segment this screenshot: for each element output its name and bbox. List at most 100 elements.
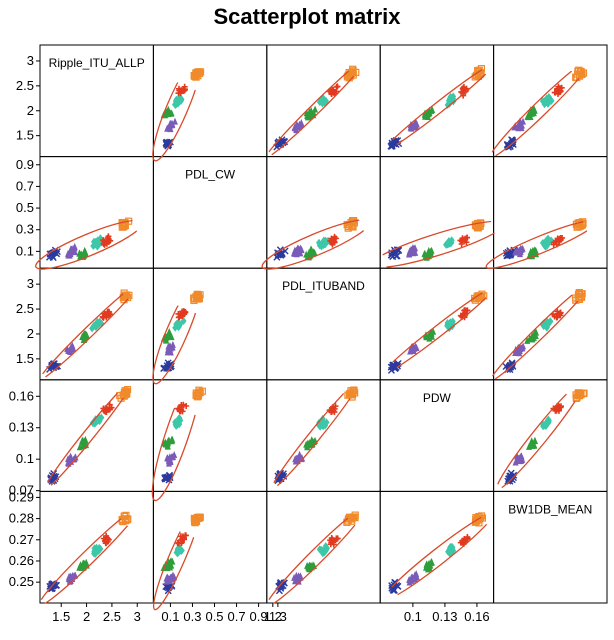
data-point <box>278 582 286 590</box>
data-point <box>577 292 585 301</box>
data-point <box>459 537 466 544</box>
data-point <box>298 118 305 126</box>
data-point <box>529 441 536 449</box>
data-point <box>425 565 432 573</box>
data-point <box>81 246 88 254</box>
data-point <box>532 246 539 254</box>
data-point <box>94 318 101 327</box>
data-point <box>311 249 318 257</box>
data-point <box>458 240 465 247</box>
data-point <box>169 120 176 128</box>
x-tick-label: 0.3 <box>183 609 201 624</box>
data-point <box>457 237 464 244</box>
x-tick-label: 0.13 <box>432 609 457 624</box>
data-point <box>192 73 200 81</box>
data-point <box>176 87 183 94</box>
x-tick-label: 2.5 <box>103 609 121 624</box>
data-point <box>518 452 525 460</box>
data-point <box>555 238 562 245</box>
data-point <box>328 239 335 246</box>
y-tick-label: 1.5 <box>16 351 34 366</box>
data-point <box>323 418 330 427</box>
x-tick-label: 0.1 <box>161 609 179 624</box>
data-point <box>164 454 171 462</box>
data-point <box>541 96 548 105</box>
data-point <box>552 406 559 413</box>
x-tick-label: 3 <box>134 609 141 624</box>
x-tick-label: 0.7 <box>228 609 246 624</box>
data-point <box>319 414 326 423</box>
data-point <box>421 109 428 117</box>
x-tick-label: 1.2 <box>264 609 282 624</box>
data-point <box>557 85 563 92</box>
y-tick-label: 0.1 <box>16 451 34 466</box>
data-point <box>192 391 200 399</box>
y-tick-label: 0.26 <box>9 553 34 568</box>
variable-label: PDW <box>423 391 452 405</box>
data-point <box>512 348 519 356</box>
data-point <box>177 416 184 425</box>
data-point <box>70 247 77 255</box>
data-point <box>520 342 527 350</box>
data-point <box>551 313 558 320</box>
data-point <box>166 471 174 479</box>
data-point <box>192 69 201 77</box>
data-point <box>462 236 469 243</box>
x-tick-label: 0.5 <box>205 609 223 624</box>
data-point <box>317 422 324 431</box>
confidence-ellipse <box>152 516 203 611</box>
data-point <box>121 387 129 395</box>
y-tick-label: 0.16 <box>9 388 34 403</box>
data-point <box>514 344 521 352</box>
data-point <box>506 251 514 259</box>
data-point <box>446 239 453 248</box>
data-point <box>518 121 525 129</box>
data-point <box>577 68 585 76</box>
data-point <box>120 223 128 231</box>
y-tick-label: 3 <box>27 276 34 291</box>
y-tick-label: 0.7 <box>16 178 34 193</box>
data-point <box>306 108 313 116</box>
data-point <box>71 242 78 250</box>
data-point <box>474 223 482 231</box>
data-point <box>169 571 176 579</box>
y-tick-label: 2.5 <box>16 78 34 93</box>
data-point <box>82 331 89 339</box>
data-point <box>65 251 72 259</box>
data-point <box>292 124 299 132</box>
data-point <box>304 113 311 121</box>
data-point <box>552 89 559 96</box>
data-point <box>77 561 84 569</box>
data-point <box>529 109 536 117</box>
data-point <box>68 344 75 352</box>
data-point <box>168 109 175 117</box>
data-point <box>166 345 173 353</box>
y-tick-label: 0.9 <box>16 157 34 172</box>
data-point <box>295 122 302 130</box>
confidence-ellipse <box>489 58 593 158</box>
y-tick-label: 0.29 <box>9 489 34 504</box>
y-tick-label: 0.25 <box>9 574 34 589</box>
data-point <box>527 335 534 343</box>
data-point <box>393 252 401 260</box>
x-tick-label: 0.9 <box>250 609 268 624</box>
data-point <box>167 457 174 465</box>
data-point <box>406 249 413 257</box>
x-tick-label: 2 <box>83 609 90 624</box>
data-point <box>306 562 313 570</box>
data-point <box>477 64 486 73</box>
data-point <box>274 139 282 147</box>
data-point <box>532 327 539 335</box>
y-tick-label: 0.13 <box>9 420 34 435</box>
y-tick-label: 0.27 <box>9 532 34 547</box>
data-point <box>178 406 185 413</box>
data-point <box>178 539 185 546</box>
data-point <box>169 557 176 565</box>
data-point <box>387 251 395 259</box>
x-tick-label: 1.3 <box>269 609 287 624</box>
data-point <box>513 248 520 256</box>
data-point <box>164 124 171 132</box>
data-point <box>182 532 189 539</box>
data-point <box>105 535 112 542</box>
